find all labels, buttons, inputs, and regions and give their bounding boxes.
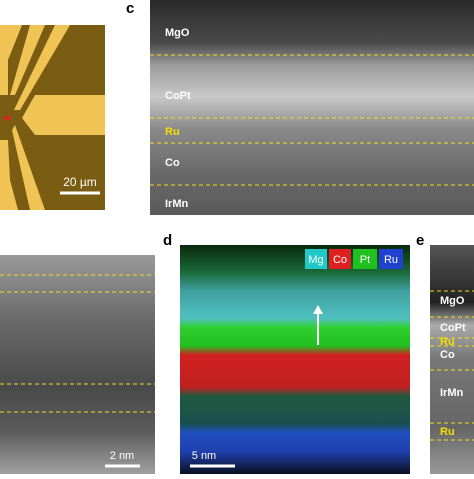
layer-label: Co	[165, 157, 180, 169]
layer-label: IrMn	[440, 387, 464, 399]
layer-label: CoPt	[440, 322, 466, 334]
scale-label: 5 nm	[192, 450, 216, 462]
electrodes	[0, 25, 105, 210]
tem-image	[0, 255, 155, 474]
legend-box	[329, 249, 351, 269]
legend-box	[305, 249, 327, 269]
layer-label: MgO	[440, 295, 465, 307]
layer-label: IrMn	[165, 198, 189, 210]
legend-label: Co	[333, 254, 347, 266]
layer-label: Ru	[440, 336, 455, 348]
tem-image	[430, 245, 474, 474]
arrow-head	[313, 305, 323, 314]
eds-map	[180, 245, 410, 474]
layer-label: CoPt	[165, 90, 191, 102]
legend-label: Mg	[308, 254, 323, 266]
legend-box	[379, 249, 403, 269]
scale-label: 20 µm	[63, 175, 97, 189]
arrow	[2, 115, 10, 121]
scale-label: 2 nm	[110, 450, 134, 462]
legend-label: Ru	[384, 254, 398, 266]
layer-label: Co	[440, 349, 455, 361]
panel-label: e	[416, 232, 424, 249]
tem-image	[150, 0, 474, 215]
panel-label: d	[163, 232, 172, 249]
layer-label: MgO	[165, 27, 190, 39]
layer-label: Ru	[440, 426, 455, 438]
legend-label: Pt	[360, 254, 370, 266]
legend-box	[353, 249, 377, 269]
layer-label: Ru	[165, 126, 180, 138]
panel-label: c	[126, 0, 134, 17]
